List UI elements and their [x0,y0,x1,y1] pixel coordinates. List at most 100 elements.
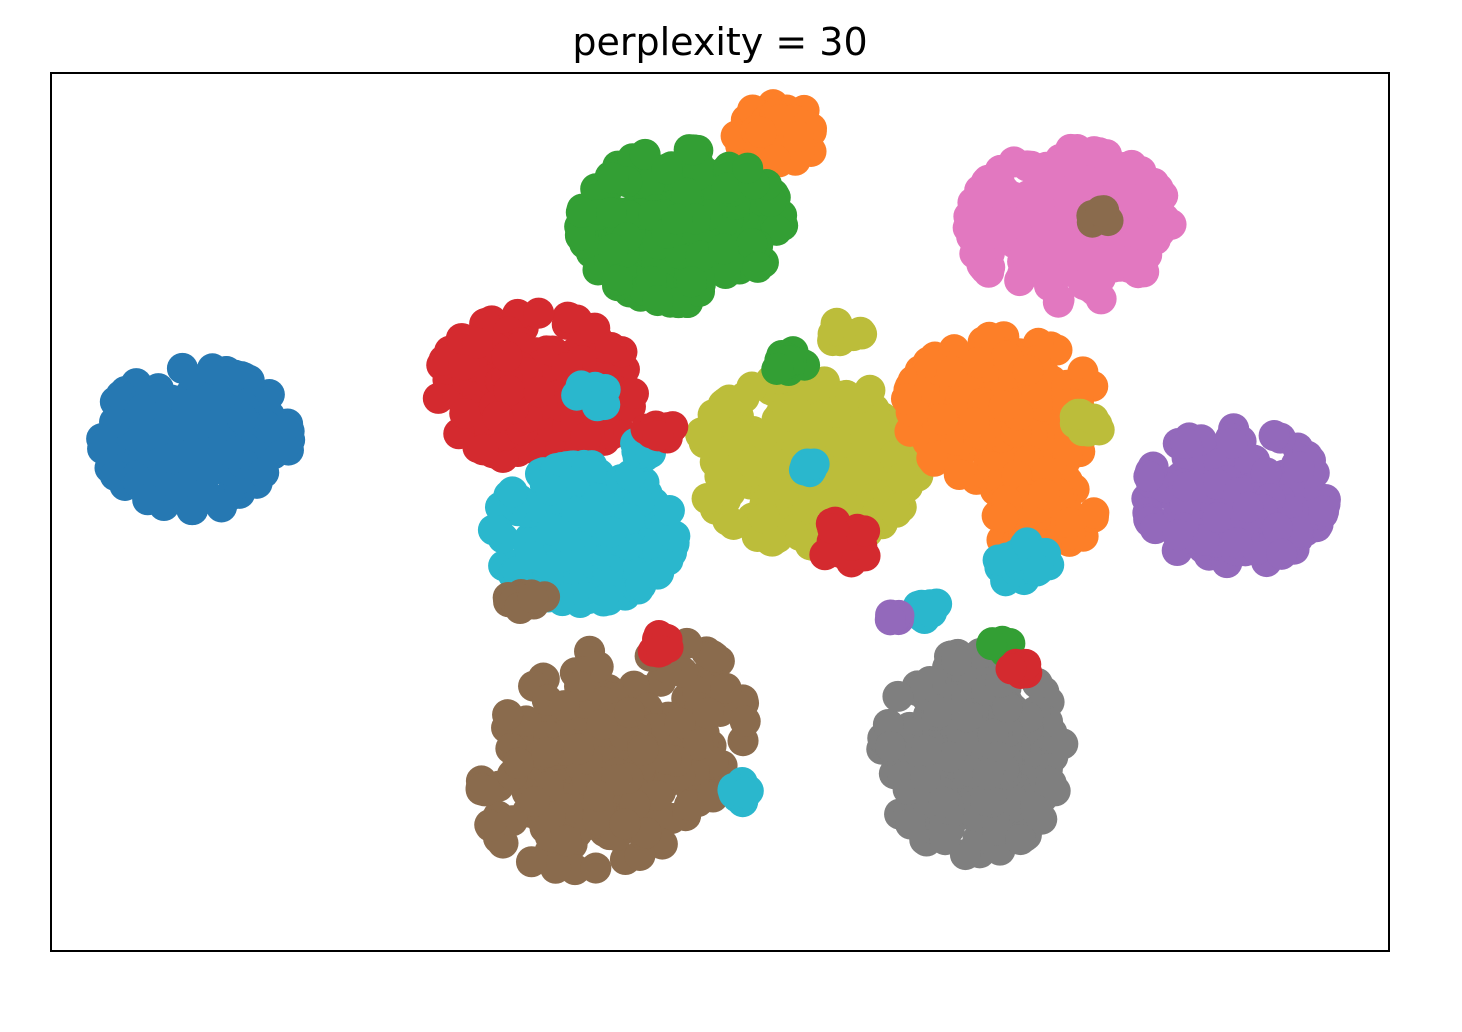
scatter-point [1062,134,1093,165]
scatter-point [1259,420,1290,451]
scatter-point [678,134,709,165]
scatter-point [662,204,693,235]
scatter-point [587,709,618,740]
scatter-point [187,479,218,510]
scatter-point [175,439,206,470]
scatter-point [86,423,117,454]
scatter-point [1262,513,1293,544]
scatter-point [1085,196,1116,227]
scatter-point [248,457,279,488]
scatter-point [566,197,597,228]
scatter-point [762,353,793,384]
scatter-point [799,448,830,479]
scatter-point [478,514,509,545]
scatter-point [729,382,760,413]
scatter-point [654,495,685,526]
scatter-point [1120,192,1151,223]
scatter-point [226,403,257,434]
scatter-point [988,501,1019,532]
scatter-point [1113,246,1144,277]
scatter-point [699,642,730,673]
scatter-point [131,419,162,450]
scatter-point [1217,428,1248,459]
scatter-point [732,153,763,184]
scatter-point [132,484,163,515]
scatter-point [582,390,613,421]
scatter-point [1029,478,1060,509]
scatter-point [927,404,958,435]
scatter-point [1062,399,1093,430]
scatter-point [783,121,814,152]
scatter-point [1233,492,1264,523]
scatter-point [715,477,746,508]
scatter-point [1155,209,1186,240]
scatter-point [646,635,677,666]
scatter-chart: perplexity = 30 [50,20,1390,952]
scatter-point [1173,471,1204,502]
scatter-point [469,775,500,806]
scatter-point [524,376,555,407]
scatter-point [941,645,972,676]
scatter-point [973,257,1004,288]
scatter-point [549,690,580,721]
scatter-point [449,398,480,429]
scatter-point [609,808,640,839]
scatter-point [882,681,913,712]
scatter-point [951,701,982,732]
scatter-point [891,383,922,414]
scatter-point [944,459,975,490]
scatter-point [983,545,1014,576]
scatter-point [1005,824,1036,855]
scatter-point [596,516,627,547]
scatter-point [958,407,989,438]
scatter-point [187,408,218,439]
scatter-point [746,117,777,148]
scatter-point [958,197,989,228]
scatter-point [676,266,707,297]
scatter-point [580,853,611,884]
scatter-point [875,731,906,762]
scatter-point [988,178,1019,209]
scatter-point [736,447,767,478]
scatter-point [642,559,673,590]
scatter-point [516,541,547,572]
scatter-point [916,597,947,628]
scatter-point [849,515,880,546]
scatter-point [821,308,852,339]
scatter-point [1133,461,1164,492]
scatter-point [742,252,773,283]
scatter-point [692,698,723,729]
scatter-point [596,332,627,363]
scatter-point [1043,284,1074,315]
scatter-point [1308,496,1339,527]
scatter-point [588,585,619,616]
scatter-point [1023,555,1054,586]
scatter-point [820,397,851,428]
scatter-point [627,734,658,765]
scatter-point [790,421,821,452]
scatter-point [602,265,633,296]
scatter-point [614,697,645,728]
scatter-point [159,410,190,441]
scatter-point [551,825,582,856]
scatter-point [475,811,506,842]
scatter-point [711,673,742,704]
scatter-point [749,503,780,534]
scatter-point [1202,502,1233,533]
scatter-point [730,706,761,737]
scatter-point [895,808,926,839]
scatter-point [642,420,673,451]
scatter-point [503,748,534,779]
scatter-point [1023,190,1054,221]
scatter-point [846,454,877,485]
scatter-point [467,434,498,465]
scatter-point [516,846,547,877]
scatter-point [618,378,649,409]
scatter-point [881,497,912,528]
scatter-point [462,328,493,359]
scatter-point [523,298,554,329]
scatter-point [570,422,601,453]
scatter-point [497,476,528,507]
scatter-point [850,423,881,454]
scatter-point [886,463,917,494]
